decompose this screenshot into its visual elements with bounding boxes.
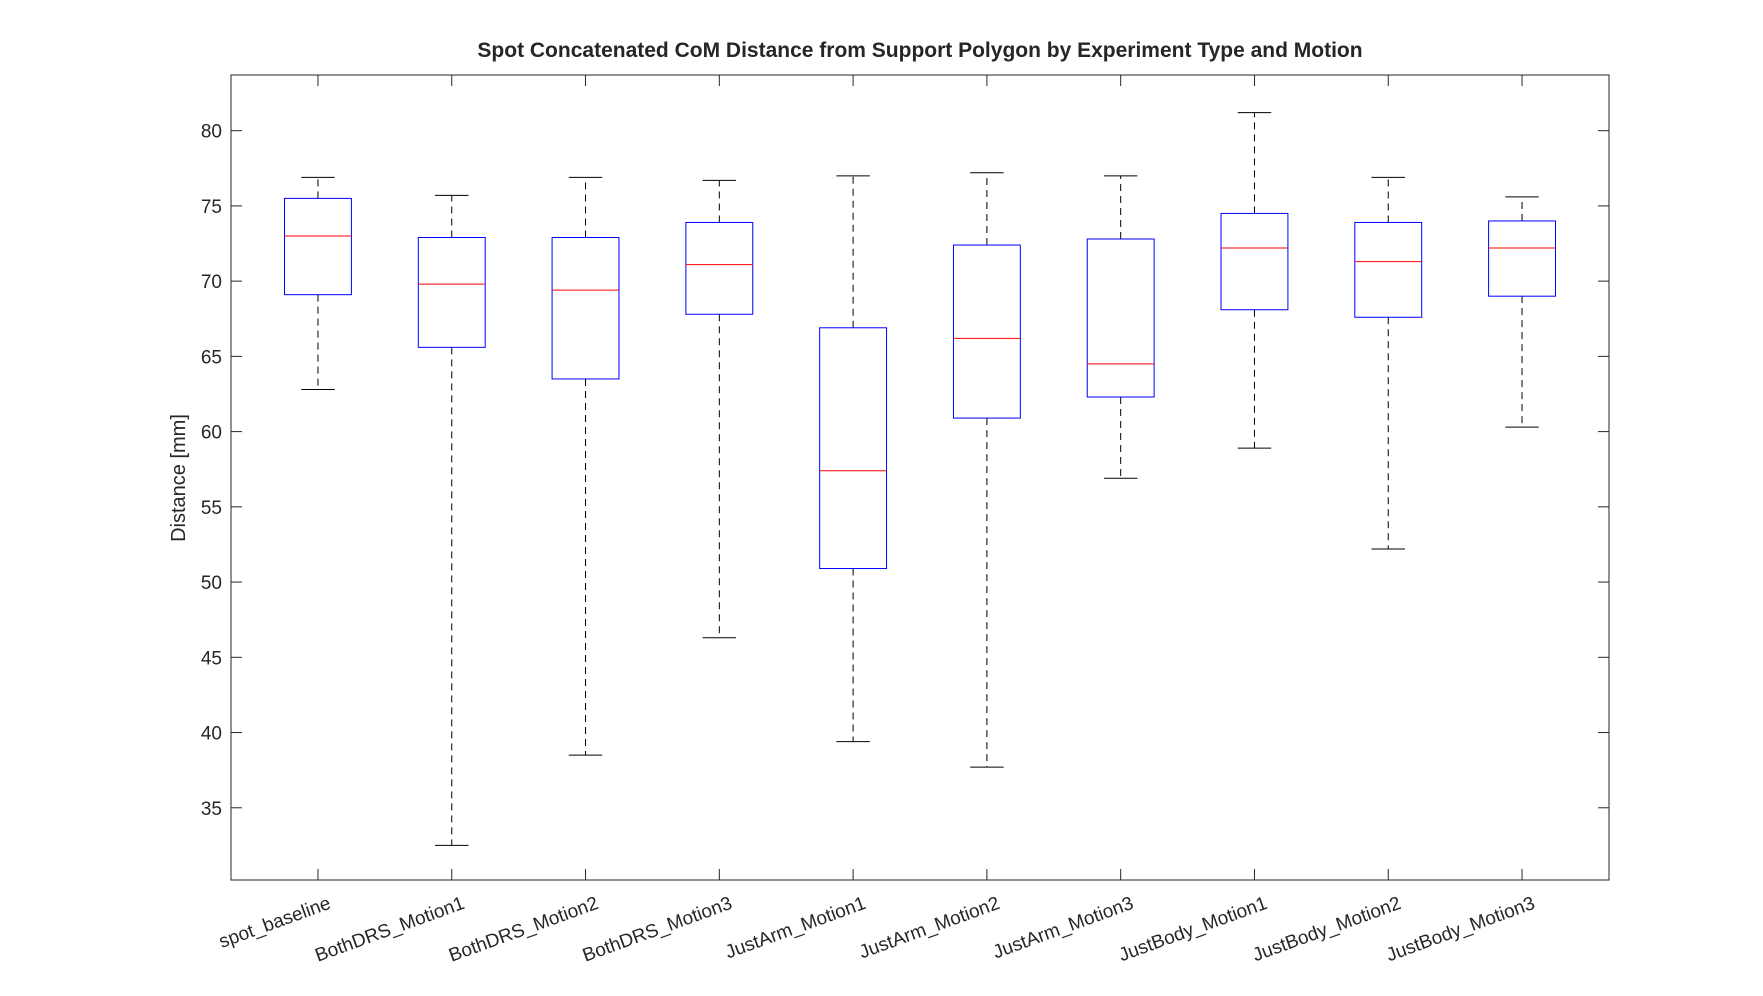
y-tick-label: 55 — [201, 498, 222, 519]
iqr-box — [284, 197, 352, 296]
iqr-box — [685, 221, 754, 315]
iqr-box — [952, 244, 1021, 419]
y-tick-label: 80 — [201, 122, 222, 143]
y-tick-label: 50 — [201, 573, 222, 594]
iqr-box — [551, 237, 620, 380]
iqr-box — [417, 237, 486, 348]
plot-area — [230, 74, 1610, 881]
y-tick-label: 45 — [201, 648, 222, 669]
y-tick-label: 65 — [201, 347, 222, 368]
iqr-box — [1220, 212, 1289, 311]
y-tick-label: 60 — [201, 423, 222, 444]
y-tick-label: 35 — [201, 799, 222, 820]
y-tick-label: 70 — [201, 272, 222, 293]
iqr-box — [1354, 221, 1423, 318]
iqr-box — [819, 327, 888, 570]
y-tick-label: 40 — [201, 724, 222, 745]
y-axis-label: Distance [mm] — [168, 414, 190, 542]
chart-title: Spot Concatenated CoM Distance from Supp… — [477, 39, 1362, 62]
iqr-box — [1086, 238, 1155, 398]
y-tick-label: 75 — [201, 197, 222, 218]
iqr-box — [1488, 220, 1556, 297]
